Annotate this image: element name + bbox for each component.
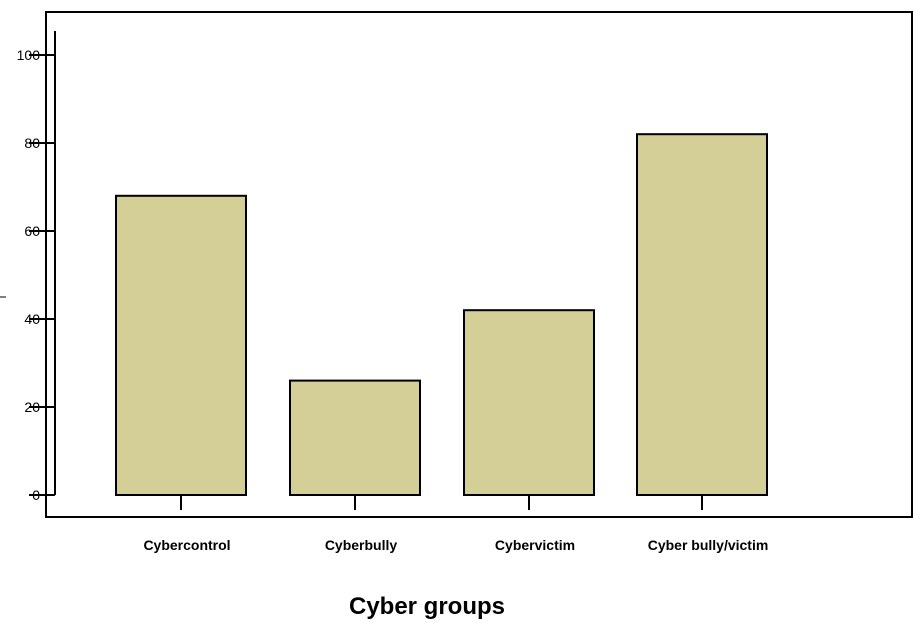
bar-cybervictim <box>463 309 595 497</box>
y-tick-label: 20 <box>24 399 40 415</box>
y-tick-label: 40 <box>24 311 40 327</box>
x-ticks: Cybercontrol Cyberbully Cybervictim Cyber b… <box>143 495 768 553</box>
y-ticks: 0 20 40 60 80 100 <box>17 47 55 503</box>
bar-cybercontrol <box>115 194 247 497</box>
x-tick-label: Cybercontrol <box>143 537 230 553</box>
y-tick-label: 80 <box>24 135 40 151</box>
y-tick-label: 60 <box>24 223 40 239</box>
x-tick-label: Cybervictim <box>495 537 575 553</box>
bar-cyber-bully-victim <box>636 133 768 496</box>
y-tick-label: 100 <box>17 47 41 63</box>
bar-cyberbully <box>289 379 421 497</box>
x-tick-label: Cyberbully <box>325 537 398 553</box>
x-axis-title: Cyber groups <box>349 593 505 620</box>
plot-frame <box>45 11 913 518</box>
x-tick-label: Cyber bully/victim <box>648 537 769 553</box>
bars <box>115 133 768 497</box>
y-tick-label: 0 <box>32 487 40 503</box>
